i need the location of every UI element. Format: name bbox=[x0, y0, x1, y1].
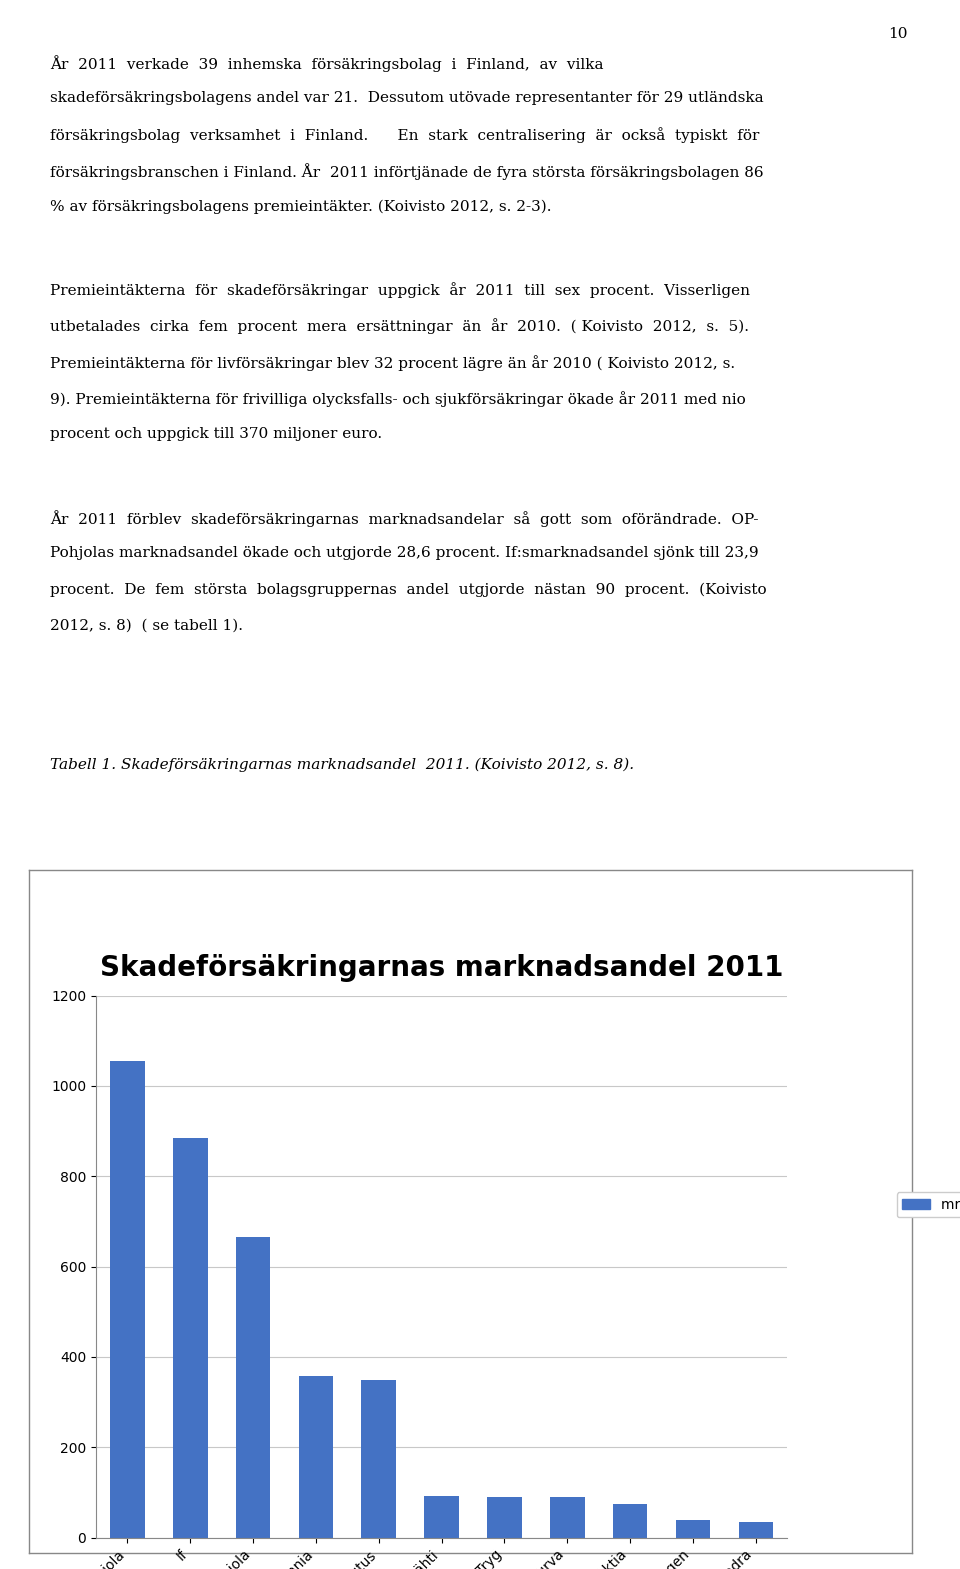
Text: försäkringsbranschen i Finland. År  2011 införtjänade de fyra största försäkring: försäkringsbranschen i Finland. År 2011 … bbox=[50, 163, 763, 180]
Text: procent.  De  fem  största  bolagsgruppernas  andel  utgjorde  nästan  90  proce: procent. De fem största bolagsgruppernas… bbox=[50, 582, 766, 596]
Text: 2012, s. 8)  ( se tabell 1).: 2012, s. 8) ( se tabell 1). bbox=[50, 618, 243, 632]
Bar bbox=[424, 1495, 459, 1538]
Bar bbox=[612, 1503, 647, 1538]
Bar bbox=[173, 1138, 207, 1538]
Text: År  2011  verkade  39  inhemska  försäkringsbolag  i  Finland,  av  vilka: År 2011 verkade 39 inhemska försäkringsb… bbox=[50, 55, 604, 72]
Text: Pohjolas marknadsandel ökade och utgjorde 28,6 procent. If:smarknadsandel sjönk : Pohjolas marknadsandel ökade och utgjord… bbox=[50, 546, 758, 560]
Bar bbox=[738, 1522, 773, 1538]
Text: procent och uppgick till 370 miljoner euro.: procent och uppgick till 370 miljoner eu… bbox=[50, 427, 382, 441]
Title: Skadeförsäkringarnas marknadsandel 2011: Skadeförsäkringarnas marknadsandel 2011 bbox=[100, 954, 783, 982]
Text: försäkringsbolag  verksamhet  i  Finland.      En  stark  centralisering  är  oc: försäkringsbolag verksamhet i Finland. E… bbox=[50, 127, 759, 143]
Bar bbox=[362, 1381, 396, 1538]
Text: År  2011  förblev  skadeförsäkringarnas  marknadsandelar  så  gott  som  oföränd: År 2011 förblev skadeförsäkringarnas mar… bbox=[50, 510, 758, 527]
Text: Tabell 1. Skadeförsäkringarnas marknadsandel  2011. (Koivisto 2012, s. 8).: Tabell 1. Skadeförsäkringarnas marknadsa… bbox=[50, 758, 634, 772]
Text: Premieintäkterna  för  skadeförsäkringar  uppgick  år  2011  till  sex  procent.: Premieintäkterna för skadeförsäkringar u… bbox=[50, 282, 750, 298]
Text: utbetalades  cirka  fem  procent  mera  ersättningar  än  år  2010.  ( Koivisto : utbetalades cirka fem procent mera ersät… bbox=[50, 319, 749, 334]
Bar bbox=[236, 1238, 271, 1538]
Text: 10: 10 bbox=[888, 27, 907, 41]
Bar bbox=[110, 1061, 145, 1538]
Bar bbox=[550, 1497, 585, 1538]
Bar bbox=[299, 1376, 333, 1538]
Text: % av försäkringsbolagens premieintäkter. (Koivisto 2012, s. 2-3).: % av försäkringsbolagens premieintäkter.… bbox=[50, 199, 551, 213]
Legend: mrd €: mrd € bbox=[897, 1192, 960, 1218]
Bar bbox=[676, 1519, 710, 1538]
Bar bbox=[487, 1497, 521, 1538]
Text: 9). Premieintäkterna för frivilliga olycksfalls- och sjukförsäkringar ökade år 2: 9). Premieintäkterna för frivilliga olyc… bbox=[50, 391, 746, 406]
Text: skadeförsäkringsbolagens andel var 21.  Dessutom utövade representanter för 29 u: skadeförsäkringsbolagens andel var 21. D… bbox=[50, 91, 763, 105]
Text: Premieintäkterna för livförsäkringar blev 32 procent lägre än år 2010 ( Koivisto: Premieintäkterna för livförsäkringar ble… bbox=[50, 355, 735, 370]
